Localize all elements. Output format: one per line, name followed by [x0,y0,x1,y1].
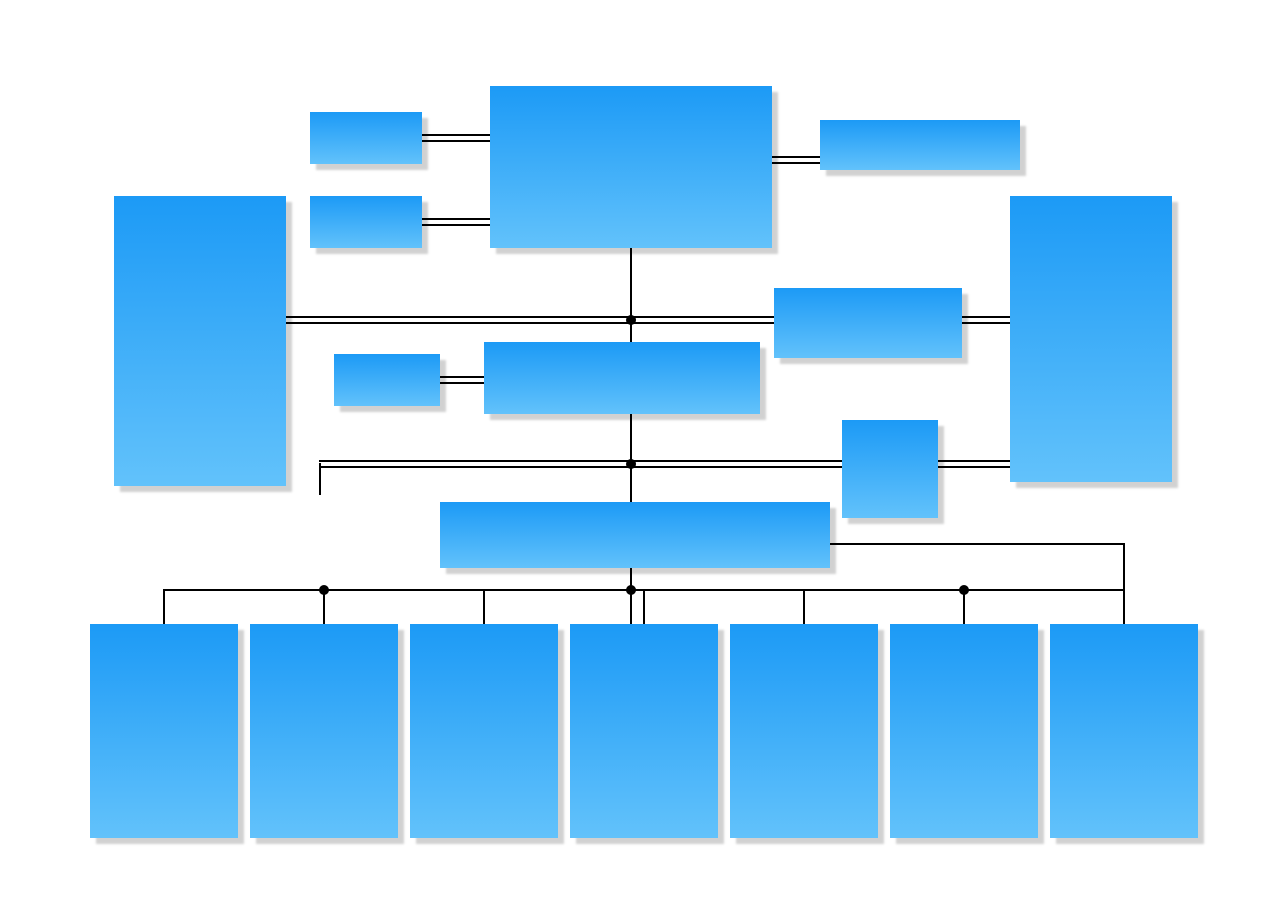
node-top-right-bar [820,120,1020,170]
node-leaf-5 [730,624,878,838]
node-leaf-7 [1050,624,1198,838]
node-top-left-b [310,196,422,248]
node-leaf-3 [410,624,558,838]
node-mid-square [842,420,938,518]
node-lower-bar [440,502,830,568]
node-top-main [490,86,772,248]
node-mid-center [484,342,760,414]
node-leaf-2 [250,624,398,838]
node-leaf-6 [890,624,1038,838]
node-mid-left-small [334,354,440,406]
node-left-tall [114,196,286,486]
node-leaf-4 [570,624,718,838]
node-top-left-a [310,112,422,164]
node-right-tall [1010,196,1172,482]
node-leaf-1 [90,624,238,838]
node-mid-right-box [774,288,962,358]
